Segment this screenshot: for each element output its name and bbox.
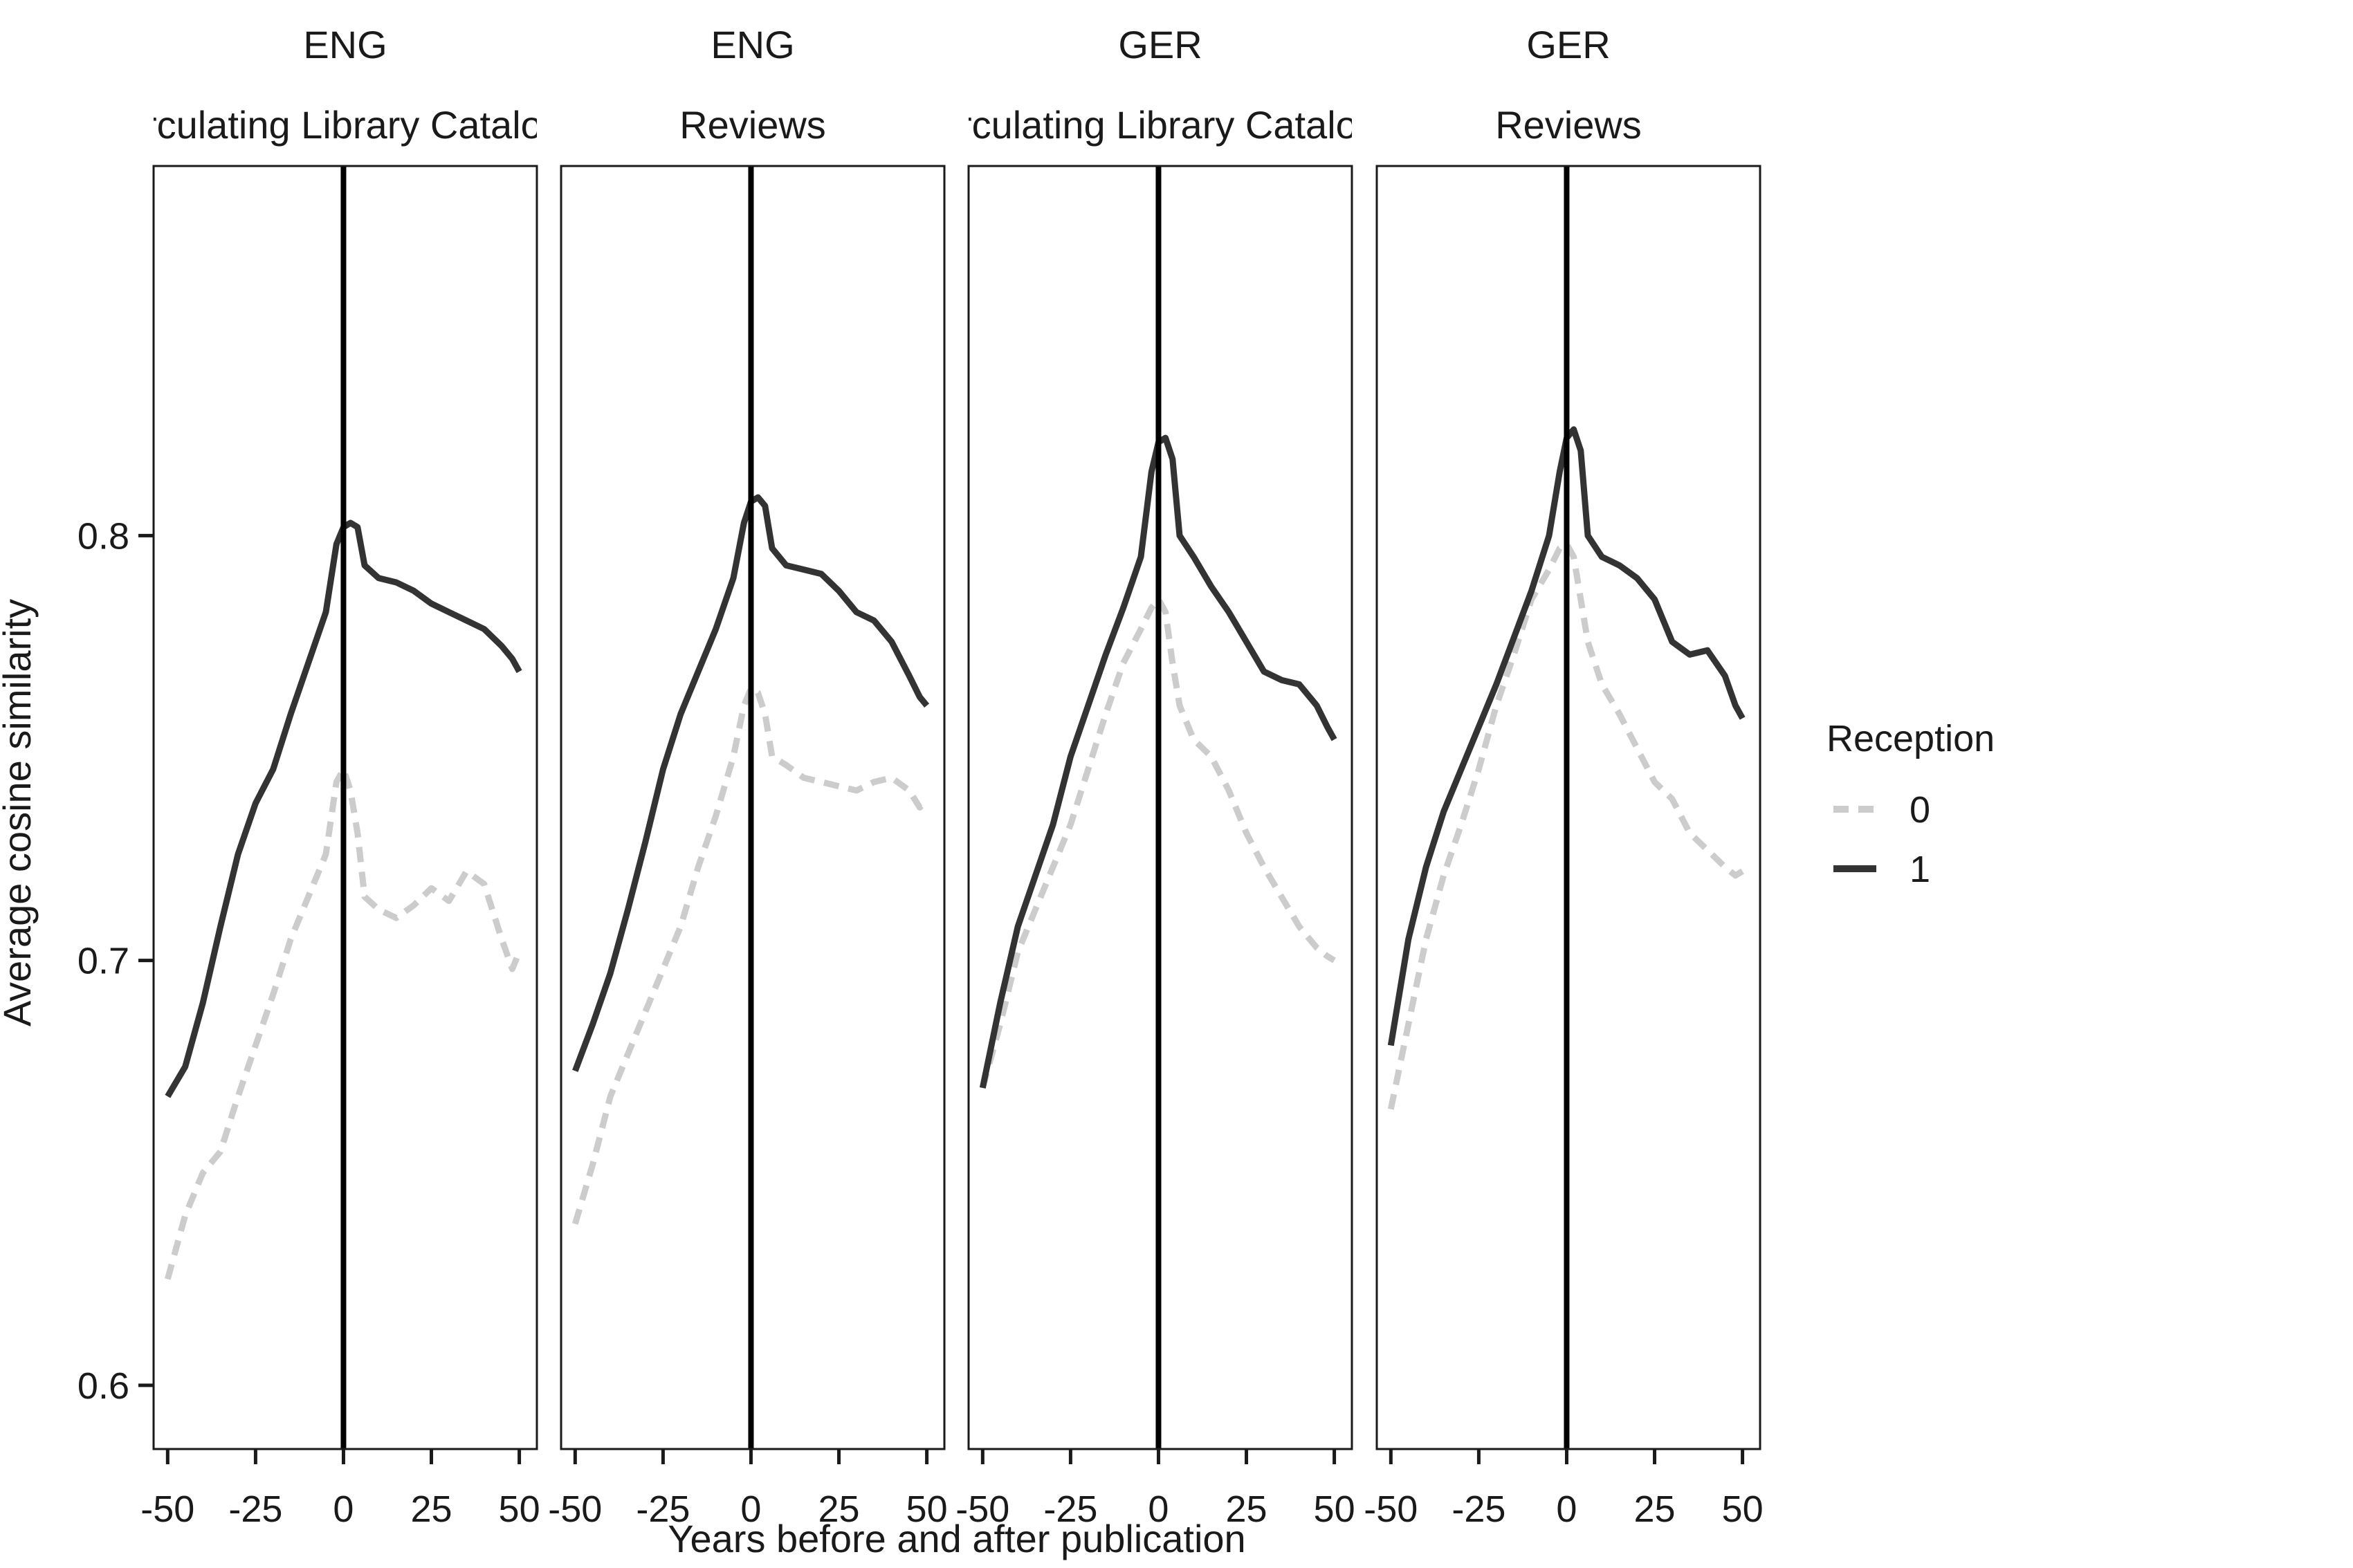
x-axis-label: Years before and after publication — [668, 1517, 1245, 1560]
x-tick-label: 50 — [499, 1488, 540, 1530]
panel-border — [967, 165, 1353, 1450]
series-line-0 — [571, 685, 930, 1225]
x-tick-label: 50 — [1722, 1488, 1764, 1530]
x-tick-label: 0 — [740, 1488, 761, 1530]
facet-strip-bottom: Circulating Library Catalogs — [107, 103, 583, 147]
x-tick-label: -25 — [636, 1488, 690, 1530]
x-tick-label: 0 — [333, 1488, 354, 1530]
x-tick-label: -50 — [548, 1488, 602, 1530]
facet-strip-bottom: Reviews — [1495, 103, 1642, 147]
x-tick-label: 0 — [1148, 1488, 1169, 1530]
series-line-1 — [165, 519, 522, 1098]
facet-strip-top: GER — [1526, 23, 1610, 66]
facet-panel: GER Reviews -50 -25 0 25 50 — [1364, 23, 1763, 1530]
x-tick-label: -50 — [1364, 1488, 1418, 1530]
x-tick-label: 50 — [1314, 1488, 1355, 1530]
x-tick-label: 25 — [1225, 1488, 1267, 1530]
x-tick-label: 25 — [1633, 1488, 1675, 1530]
legend-label-1: 1 — [1910, 849, 1930, 890]
x-tick-label: -25 — [1043, 1488, 1097, 1530]
facet-strip-top: GER — [1118, 23, 1202, 66]
legend-title: Reception — [1826, 718, 1995, 759]
facet-panel: ENG Circulating Library Catalogs -50 -25 0 25… — [77, 23, 583, 1530]
series-line-0 — [1387, 541, 1744, 1110]
facet-strip-top: ENG — [711, 23, 794, 66]
series-line-0 — [979, 596, 1336, 1089]
series-line-1 — [1387, 426, 1746, 1046]
series-line-1 — [979, 434, 1337, 1089]
y-tick-label: 0.8 — [77, 515, 129, 557]
facet-strip-bottom: Reviews — [679, 103, 826, 147]
facet-panels: ENG Circulating Library Catalogs -50 -25 0 25… — [77, 23, 1764, 1530]
x-tick-label: 50 — [906, 1488, 948, 1530]
x-tick-label: -25 — [228, 1488, 282, 1530]
x-tick-label: -50 — [955, 1488, 1009, 1530]
y-tick-label: 0.6 — [77, 1365, 129, 1407]
panel-border — [152, 165, 538, 1450]
x-tick-label: -50 — [140, 1488, 194, 1530]
legend: Reception 0 1 — [1826, 718, 1995, 890]
x-tick-label: 25 — [818, 1488, 859, 1530]
x-tick-label: -25 — [1452, 1488, 1505, 1530]
facet-panel: ENG Reviews -50 -25 0 25 50 — [548, 23, 947, 1530]
facet-strip-bottom: Circulating Library Catalogs — [922, 103, 1398, 147]
series-line-1 — [572, 494, 930, 1072]
facet-panel: GER Circulating Library Catalogs -50 -25 0 25… — [922, 23, 1398, 1530]
panel-border — [1375, 165, 1761, 1450]
facet-strip-top: ENG — [303, 23, 387, 66]
x-tick-label: 0 — [1556, 1488, 1577, 1530]
y-axis-label: Average cosine similarity — [0, 599, 39, 1026]
panel-border — [560, 165, 946, 1450]
legend-label-0: 0 — [1910, 789, 1930, 831]
x-tick-label: 25 — [410, 1488, 452, 1530]
y-tick-label: 0.7 — [77, 941, 129, 982]
